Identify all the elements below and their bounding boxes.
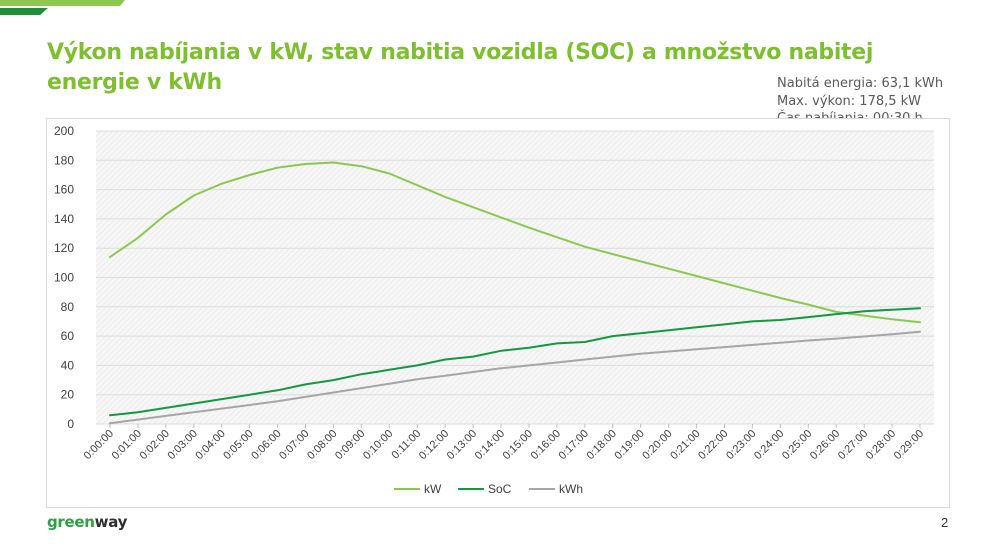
page-number: 2 [941, 515, 949, 530]
x-tick-label: 0:08:00 [305, 428, 339, 462]
y-tick-label: 0 [67, 417, 74, 431]
header-accent-band [0, 0, 125, 15]
x-tick-label: 0:12:00 [417, 428, 451, 462]
series-line-kw [109, 161, 921, 324]
x-tick-label: 0:25:00 [780, 428, 814, 462]
y-tick-label: 140 [54, 212, 74, 226]
x-tick-label: 0:19:00 [612, 428, 646, 462]
y-tick-label: 60 [61, 329, 75, 343]
x-tick-label: 0:16:00 [529, 428, 563, 462]
x-tick-label: 0:05:00 [221, 428, 255, 462]
x-tick-label: 0:28:00 [864, 428, 898, 462]
header-accent-dark [0, 8, 48, 15]
y-tick-label: 80 [61, 300, 75, 314]
y-tick-label: 20 [61, 388, 75, 402]
x-tick-label: 0:14:00 [473, 428, 507, 462]
stat-max-power: Max. výkon: 178,5 kW [777, 93, 922, 109]
y-tick-label: 100 [54, 271, 74, 285]
x-tick-label: 0:06:00 [249, 428, 283, 462]
x-tick-label: 0:02:00 [138, 428, 172, 462]
x-tick-label: 0:27:00 [836, 428, 870, 462]
x-tick-label: 0:03:00 [165, 428, 199, 462]
x-tick-label: 0:04:00 [193, 428, 227, 462]
x-tick-label: 0:13:00 [445, 428, 479, 462]
y-tick-label: 160 [54, 183, 74, 197]
y-tick-label: 40 [61, 358, 75, 372]
slide-title: Výkon nabíjania v kW, stav nabitia vozid… [47, 40, 874, 95]
x-tick-label: 0:29:00 [892, 428, 926, 462]
stat-charged-energy: Nabitá energia: 63,1 kWh [777, 76, 944, 91]
x-tick-label: 0:18:00 [584, 428, 618, 462]
legend-label-kw: kW [424, 482, 442, 496]
y-tick-label: 120 [54, 241, 74, 255]
x-tick-label: 0:07:00 [277, 428, 311, 462]
y-tick-label: 180 [54, 153, 74, 167]
greenway-logo: greenway [47, 513, 128, 531]
series-line-kwh [109, 330, 921, 425]
charging-chart: 0 20 40 60 80 100 120 140 160 180 200 0:00:000:01:0… [54, 124, 934, 496]
legend-label-kwh: kWh [559, 482, 583, 496]
x-tick-label: 0:00:00 [82, 428, 116, 462]
x-tick-label: 0:21:00 [668, 428, 702, 462]
x-tick-label: 0:01:00 [110, 428, 144, 462]
x-tick-label: 0:17:00 [557, 428, 591, 462]
x-tick-label: 0:15:00 [501, 428, 535, 462]
series-line-soc [109, 307, 921, 417]
x-tick-label: 0:26:00 [808, 428, 842, 462]
x-tick-label: 0:23:00 [724, 428, 758, 462]
x-tick-label: 0:09:00 [333, 428, 367, 462]
y-tick-label: 200 [54, 124, 74, 138]
x-tick-label: 0:22:00 [696, 428, 730, 462]
legend-label-soc: SoC [488, 482, 512, 496]
x-tick-label: 0:20:00 [640, 428, 674, 462]
header-accent-light [0, 0, 125, 6]
x-tick-label: 0:24:00 [752, 428, 786, 462]
x-tick-label: 0:10:00 [361, 428, 395, 462]
